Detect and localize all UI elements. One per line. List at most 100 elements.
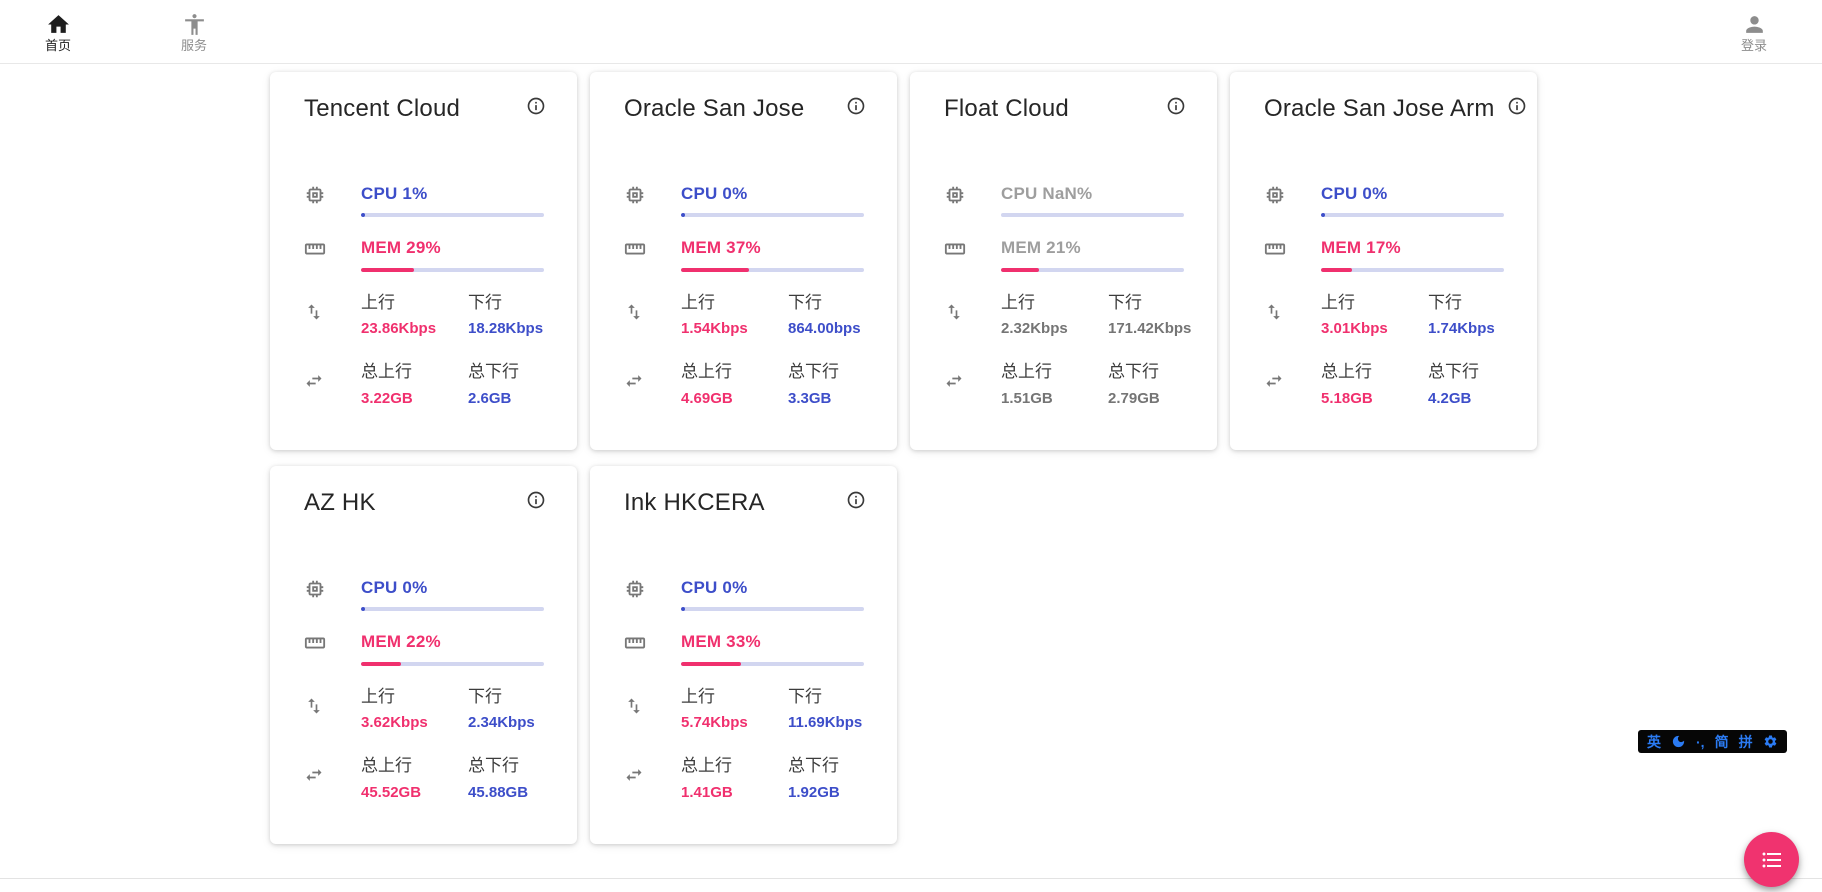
- ime-toolbar[interactable]: 英 ·, 简 拼: [1638, 730, 1787, 753]
- info-icon[interactable]: [522, 486, 550, 514]
- info-icon[interactable]: [1503, 92, 1531, 120]
- total-download: 总下行 3.3GB: [788, 362, 895, 407]
- total-upload: 总上行 5.18GB: [1321, 362, 1428, 407]
- speed-columns: 上行 3.01Kbps 下行 1.74Kbps: [1321, 293, 1504, 338]
- cpu-progress-bar: [681, 213, 864, 218]
- upload-speed: 上行 3.01Kbps: [1321, 293, 1428, 338]
- mem-row: MEM 22%: [304, 632, 544, 666]
- cpu-row: CPU 0%: [304, 578, 544, 612]
- mem-content: MEM 21%: [1001, 238, 1184, 272]
- total-download-value: 1.92GB: [788, 783, 840, 801]
- upload-label: 上行: [1321, 292, 1355, 312]
- total-upload-value: 4.69GB: [681, 389, 733, 407]
- download-speed: 下行 18.28Kbps: [468, 293, 575, 338]
- swap-horiz-icon: [624, 371, 648, 391]
- total-download-label: 总下行: [788, 756, 839, 776]
- upload-speed: 上行 23.86Kbps: [361, 293, 468, 338]
- person-icon: [1742, 12, 1767, 37]
- swap-horiz-icon: [304, 765, 328, 785]
- total-upload-value: 5.18GB: [1321, 389, 1373, 407]
- punctuation-toggle-icon[interactable]: ·,: [1696, 733, 1705, 750]
- info-icon[interactable]: [1162, 92, 1190, 120]
- card-body: CPU 1% MEM 29% 上行: [304, 184, 544, 408]
- download-value: 1.74Kbps: [1428, 320, 1495, 338]
- mem-row: MEM 29%: [304, 238, 544, 272]
- upload-speed: 上行 5.74Kbps: [681, 687, 788, 732]
- total-columns: 总上行 4.69GB 总下行 3.3GB: [681, 362, 864, 407]
- download-value: 864.00bps: [788, 320, 861, 338]
- total-download-value: 2.79GB: [1108, 389, 1160, 407]
- ruler-icon: [944, 238, 968, 260]
- cpu-row: CPU 0%: [624, 184, 864, 218]
- total-upload-label: 总上行: [1321, 362, 1372, 382]
- cpu-progress-fill: [361, 213, 365, 218]
- mem-progress-fill: [681, 661, 742, 666]
- total-download: 总下行 2.79GB: [1108, 362, 1215, 407]
- card-header: Ink HKCERA: [624, 488, 865, 518]
- nav-item-label: 首页: [44, 37, 71, 53]
- card-grid: Tencent Cloud CPU 1% MEM 29%: [270, 72, 1552, 844]
- server-list-fab[interactable]: [1744, 832, 1799, 887]
- download-label: 下行: [1108, 292, 1142, 312]
- download-value: 171.42Kbps: [1108, 320, 1192, 338]
- card-body: CPU 0% MEM 22% 上行: [304, 578, 544, 802]
- download-label: 下行: [468, 686, 502, 706]
- ruler-icon: [624, 632, 648, 654]
- total-download: 总下行 1.92GB: [788, 756, 895, 801]
- mem-progress-fill: [1321, 267, 1353, 272]
- upload-speed: 上行 2.32Kbps: [1001, 293, 1108, 338]
- card-body: CPU 0% MEM 33% 上行: [624, 578, 864, 802]
- speed-row: 上行 3.01Kbps 下行 1.74Kbps: [1264, 293, 1504, 338]
- ime-simplified-toggle[interactable]: 简: [1714, 733, 1729, 750]
- cpu-chip-icon: [624, 578, 648, 600]
- nav-item-home[interactable]: 首页: [34, 12, 82, 54]
- mem-row: MEM 17%: [1264, 238, 1504, 272]
- download-speed: 下行 171.42Kbps: [1108, 293, 1215, 338]
- ime-language-toggle[interactable]: 英: [1647, 733, 1661, 750]
- mem-progress-fill: [361, 267, 415, 272]
- download-label: 下行: [468, 292, 502, 312]
- download-value: 18.28Kbps: [468, 320, 544, 338]
- cpu-usage-label: CPU NaN%: [1001, 184, 1093, 203]
- download-label: 下行: [788, 292, 822, 312]
- mem-content: MEM 22%: [361, 632, 544, 666]
- cpu-content: CPU 1%: [361, 184, 544, 218]
- server-name: Ink HKCERA: [624, 489, 765, 516]
- upload-value: 2.32Kbps: [1001, 320, 1068, 338]
- upload-label: 上行: [361, 686, 395, 706]
- cpu-usage-label: CPU 0%: [681, 578, 748, 597]
- upload-speed: 上行 3.62Kbps: [361, 687, 468, 732]
- nav-item-services[interactable]: 服务: [170, 12, 218, 54]
- total-download-label: 总下行: [788, 362, 839, 382]
- accessibility-icon: [182, 12, 207, 37]
- swap-vert-icon: [1264, 302, 1288, 322]
- info-icon[interactable]: [842, 486, 870, 514]
- cpu-chip-icon: [624, 184, 648, 206]
- card-header: Tencent Cloud: [304, 94, 545, 124]
- total-row: 总上行 1.41GB 总下行 1.92GB: [624, 756, 864, 801]
- info-icon[interactable]: [522, 92, 550, 120]
- info-icon[interactable]: [842, 92, 870, 120]
- mem-progress-bar: [361, 267, 544, 272]
- ime-pinyin-mode[interactable]: 拼: [1738, 733, 1753, 750]
- cpu-progress-fill: [1321, 213, 1325, 218]
- total-upload: 总上行 1.41GB: [681, 756, 788, 801]
- upload-label: 上行: [1001, 292, 1035, 312]
- server-card: Float Cloud CPU NaN% MEM 21%: [910, 72, 1217, 450]
- gear-icon[interactable]: [1763, 734, 1778, 749]
- cpu-progress-bar: [361, 213, 544, 218]
- cpu-progress-bar: [361, 607, 544, 612]
- total-row: 总上行 45.52GB 总下行 45.88GB: [304, 756, 544, 801]
- mem-usage-label: MEM 33%: [681, 632, 761, 652]
- cpu-content: CPU 0%: [361, 578, 544, 612]
- ruler-icon: [624, 238, 648, 260]
- moon-icon[interactable]: [1671, 734, 1686, 749]
- total-upload-value: 1.51GB: [1001, 389, 1053, 407]
- card-body: CPU 0% MEM 17% 上行: [1264, 184, 1504, 408]
- mem-usage-label: MEM 29%: [361, 238, 441, 258]
- cpu-content: CPU 0%: [681, 184, 864, 218]
- nav-item-login[interactable]: 登录: [1730, 12, 1778, 54]
- cpu-progress-bar: [1321, 213, 1504, 218]
- cpu-content: CPU NaN%: [1001, 184, 1184, 218]
- total-download-label: 总下行: [468, 756, 519, 776]
